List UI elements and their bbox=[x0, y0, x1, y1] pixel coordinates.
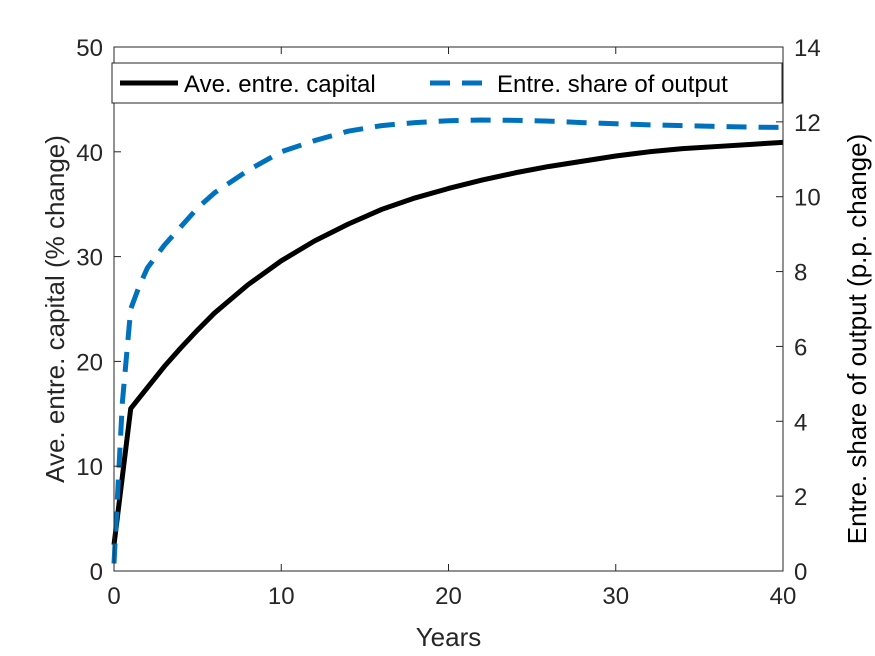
series-line-ave-entre-capital bbox=[111, 139, 784, 546]
x-tick-label: 30 bbox=[602, 583, 629, 610]
right-y-tick-label: 6 bbox=[794, 334, 807, 361]
right-y-tick-label: 2 bbox=[794, 484, 807, 511]
right-y-tick-label: 12 bbox=[794, 110, 821, 137]
left-y-tick-label: 50 bbox=[76, 35, 103, 62]
left-y-axis: 0 10 20 30 40 50 bbox=[76, 35, 121, 586]
right-y-tick-label: 10 bbox=[794, 185, 821, 212]
right-y-tick-label: 14 bbox=[794, 35, 821, 62]
left-y-tick-label: 30 bbox=[76, 245, 103, 272]
left-y-axis-title: Ave. entre. capital (% change) bbox=[40, 135, 70, 483]
right-y-tick-label: 0 bbox=[794, 559, 807, 586]
right-y-tick-label: 8 bbox=[794, 260, 807, 287]
x-tick-label: 40 bbox=[770, 583, 797, 610]
right-y-axis-title: Entre. share of output (p.p. change) bbox=[842, 134, 872, 544]
plot-area-frame bbox=[113, 46, 784, 572]
left-y-tick-label: 10 bbox=[76, 454, 103, 481]
legend-label-entre-share-of-output: Entre. share of output bbox=[497, 71, 728, 98]
x-tick-label: 10 bbox=[268, 583, 295, 610]
legend: Ave. entre. capital Entre. share of outp… bbox=[111, 62, 783, 104]
left-y-tick-label: 20 bbox=[76, 349, 103, 376]
x-axis: 0 10 20 30 40 bbox=[107, 47, 796, 610]
x-tick-label: 0 bbox=[107, 583, 120, 610]
left-y-tick-label: 40 bbox=[76, 140, 103, 167]
right-y-axis: 0 2 4 6 8 10 12 14 bbox=[776, 35, 821, 586]
series-lines bbox=[111, 117, 784, 564]
x-axis-title: Years bbox=[416, 622, 482, 652]
right-y-tick-label: 4 bbox=[794, 409, 807, 436]
series-line-entre-share-of-output bbox=[111, 117, 784, 564]
x-tick-label: 20 bbox=[435, 583, 462, 610]
legend-label-ave-entre-capital: Ave. entre. capital bbox=[184, 71, 376, 98]
left-y-tick-label: 0 bbox=[90, 559, 103, 586]
